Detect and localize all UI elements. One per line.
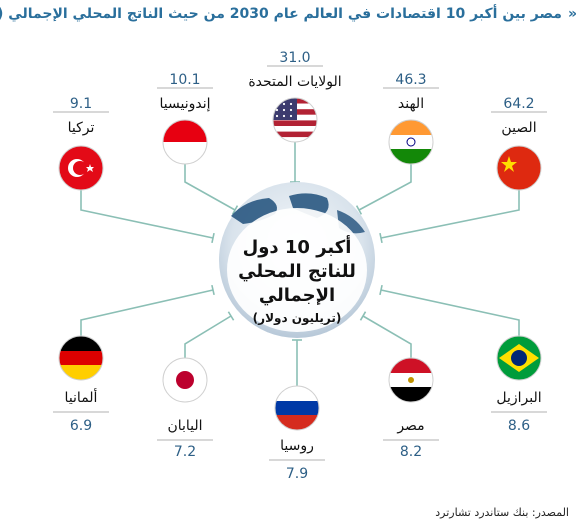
indonesia-flag-icon bbox=[163, 119, 209, 165]
usa-flag-icon bbox=[273, 97, 319, 143]
turkey-flag-icon bbox=[59, 145, 105, 191]
connector-end-tick bbox=[228, 311, 236, 321]
connector-line bbox=[363, 315, 413, 358]
india-flag-icon bbox=[389, 119, 435, 165]
value-label: 7.2 bbox=[175, 444, 197, 460]
country-label: إندونيسيا bbox=[161, 96, 212, 112]
connector-end-tick bbox=[356, 205, 364, 215]
brazil-flag-icon bbox=[497, 335, 543, 381]
page-title: « مصر بين أكبر 10 اقتصادات في العالم عام … bbox=[0, 6, 578, 22]
country-label: ألمانيا bbox=[66, 388, 99, 406]
connector-line bbox=[185, 315, 233, 358]
japan-flag-icon bbox=[163, 357, 209, 403]
country-label: الهند bbox=[399, 96, 425, 112]
value-label: 6.9 bbox=[71, 418, 93, 434]
connector-end-tick bbox=[212, 284, 216, 296]
country-label: تركيا bbox=[69, 120, 96, 136]
value-label: 10.1 bbox=[170, 72, 201, 88]
value-label: 8.2 bbox=[401, 444, 423, 460]
country-node: إندونيسيا 10.1 bbox=[158, 72, 214, 165]
connector-line bbox=[381, 289, 521, 336]
country-label: البرازيل bbox=[497, 390, 542, 406]
center-line-2: للناتج المحلي bbox=[239, 261, 357, 282]
country-label: الولايات المتحدة bbox=[249, 74, 342, 90]
country-node: تركيا 9.1 bbox=[54, 96, 110, 191]
country-label: اليابان bbox=[168, 418, 203, 434]
country-node: اليابان 7.2 bbox=[158, 357, 214, 460]
title-text: مصر بين أكبر 10 اقتصادات في العالم عام 2… bbox=[0, 6, 563, 22]
connector-end-tick bbox=[212, 232, 216, 244]
source-note: المصدر: بنك ستاندرد تشارترد bbox=[436, 506, 570, 519]
connector-line bbox=[381, 190, 521, 239]
germany-flag-icon bbox=[59, 335, 105, 381]
russia-flag-icon bbox=[275, 385, 321, 431]
connector-line bbox=[185, 164, 237, 211]
china-flag-icon bbox=[497, 145, 543, 191]
connector-line bbox=[359, 164, 413, 211]
connector-end-tick bbox=[360, 311, 368, 321]
egypt-flag-icon bbox=[389, 357, 435, 403]
connector-line bbox=[81, 190, 215, 239]
country-node: ألمانيا 6.9 bbox=[54, 335, 110, 434]
country-label: مصر bbox=[397, 418, 425, 434]
country-node: روسيا 7.9 bbox=[270, 385, 326, 482]
value-label: 64.2 bbox=[504, 96, 535, 112]
connector-end-tick bbox=[380, 232, 384, 244]
country-node: البرازيل 8.6 bbox=[492, 335, 548, 434]
country-label: الصين bbox=[502, 120, 537, 136]
country-node: مصر 8.2 bbox=[384, 357, 440, 460]
connector-end-tick bbox=[232, 205, 240, 215]
center-line-1: أكبر 10 دول bbox=[244, 235, 353, 258]
connector-lines bbox=[81, 142, 521, 386]
value-label: 8.6 bbox=[509, 418, 531, 434]
value-label: 7.9 bbox=[287, 466, 309, 482]
country-label: روسيا bbox=[281, 438, 315, 454]
country-node: الصين 64.2 bbox=[492, 96, 548, 191]
connector-line bbox=[81, 289, 215, 336]
value-label: 31.0 bbox=[280, 50, 311, 66]
double-chevron-icon: « bbox=[568, 6, 578, 22]
country-node: الولايات المتحدة 31.0 bbox=[249, 50, 343, 143]
globe-graphic bbox=[220, 182, 376, 338]
country-node: الهند 46.3 bbox=[384, 72, 440, 165]
center-line-4: (تريليون دولار) bbox=[254, 311, 343, 326]
value-label: 9.1 bbox=[71, 96, 93, 112]
center-line-3: الإجمالي bbox=[260, 285, 336, 306]
connector-end-tick bbox=[380, 284, 384, 296]
value-label: 46.3 bbox=[396, 72, 427, 88]
center-label: أكبر 10 دول للناتج المحلي الإجمالي (تريل… bbox=[239, 235, 357, 326]
